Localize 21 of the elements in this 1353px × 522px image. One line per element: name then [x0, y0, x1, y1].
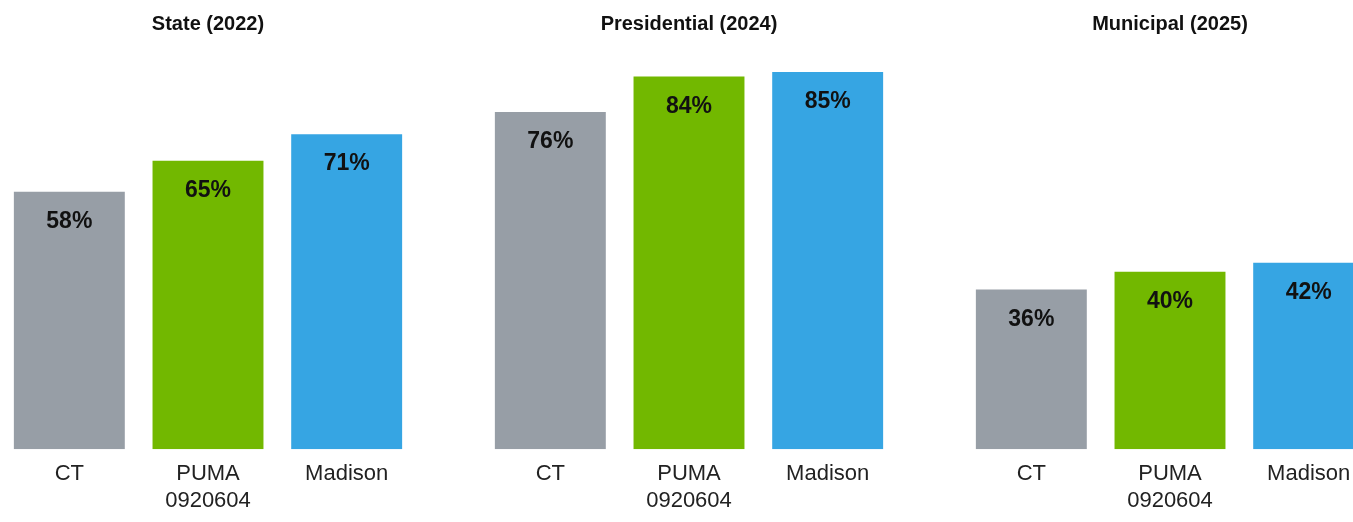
data-label: 65% — [184, 176, 232, 203]
chart-title: State (2022) — [151, 11, 265, 34]
chart-title: Presidential (2024) — [600, 11, 778, 34]
data-label: 36% — [1008, 304, 1055, 331]
x-tick-label: Madison — [786, 460, 870, 486]
chart-title: Municipal (2025) — [1092, 11, 1248, 34]
data-label: 84% — [665, 91, 713, 118]
x-tick-label: PUMA 0920604 — [165, 460, 251, 512]
x-tick-label: Madison — [305, 460, 389, 486]
x-tick-label: CT — [535, 460, 565, 486]
data-label: 85% — [804, 87, 851, 114]
data-label: 42% — [1285, 278, 1332, 305]
x-tick-label: Madison — [1267, 460, 1351, 486]
x-tick-label: PUMA 0920604 — [1127, 460, 1213, 512]
data-label: 58% — [46, 207, 93, 234]
x-tick-label: PUMA 0920604 — [646, 460, 732, 512]
data-label: 71% — [323, 149, 370, 176]
data-label: 76% — [527, 127, 574, 154]
data-label: 40% — [1146, 287, 1194, 314]
x-tick-label: CT — [54, 460, 84, 486]
x-tick-label: CT — [1016, 460, 1046, 486]
